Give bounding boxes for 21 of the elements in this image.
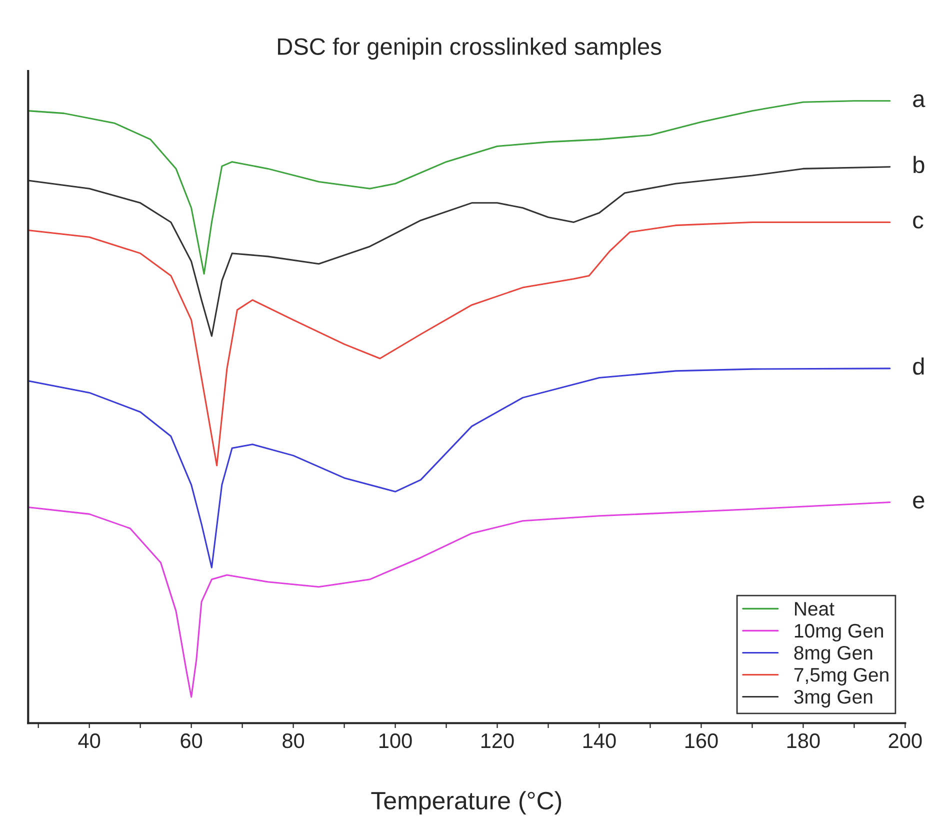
x-axis-title: Temperature (°C) bbox=[371, 791, 562, 814]
x-tick-label: 180 bbox=[787, 733, 820, 748]
x-tick-label: 120 bbox=[481, 733, 514, 748]
x-tick-label: 100 bbox=[379, 733, 412, 748]
text: d bbox=[913, 357, 924, 375]
x-tick-label: 200 bbox=[888, 733, 922, 748]
legend-label: Neat bbox=[795, 602, 834, 616]
legend-label: 8mg Gen bbox=[794, 646, 872, 664]
text: b bbox=[914, 156, 924, 174]
legend-label: 10mg Gen bbox=[794, 624, 883, 642]
x-tick-label: 60 bbox=[180, 733, 202, 748]
x-tick-label: 140 bbox=[583, 733, 616, 748]
text: e bbox=[913, 496, 924, 509]
legend-label: 3mg Gen bbox=[794, 690, 872, 708]
text: a bbox=[913, 94, 926, 108]
x-tick-label: 40 bbox=[78, 733, 100, 748]
legend-label: 7,5mg Gen bbox=[794, 668, 888, 686]
x-tick-label: 80 bbox=[282, 733, 304, 748]
text: c bbox=[913, 216, 924, 229]
x-tick-label: 160 bbox=[685, 733, 718, 748]
chart-title: DSC for genipin crosslinked samples bbox=[278, 38, 662, 60]
